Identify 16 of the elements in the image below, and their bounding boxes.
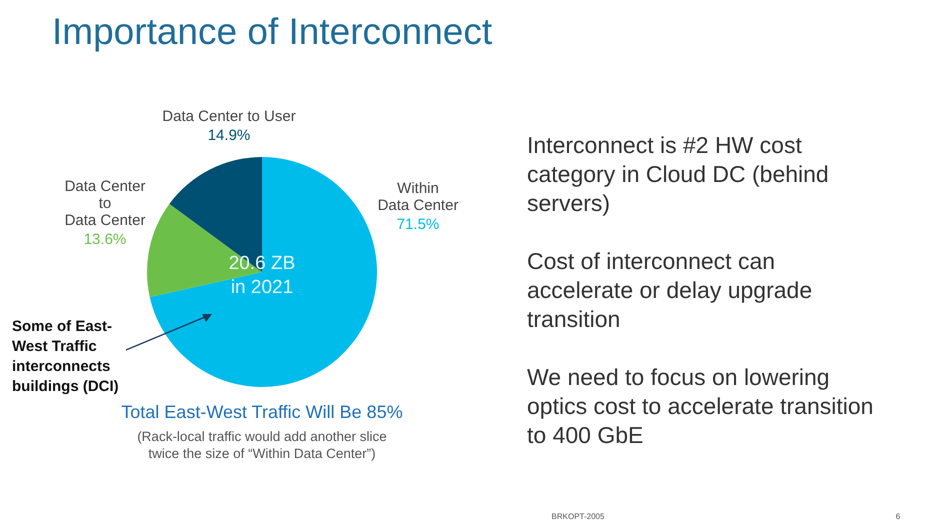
pie-slice (150, 157, 377, 387)
text: 6 (896, 512, 901, 521)
chart-title: Importance of Interconnect (52, 11, 493, 52)
data-label: 71.5% (396, 216, 440, 233)
text: Some of East- West Traffic interconnects buildings (DCI) (12, 318, 119, 395)
text: (Rack-local traffic would add another slice twice the size of “Within Data Center”) (137, 429, 387, 461)
data-label: 13.6% (84, 231, 126, 248)
text: Cost of interconnect can accelerate or delay upgrade transition (527, 248, 812, 332)
text: We need to focus on lowering optics cost to accelerate transition to 400 GbE (527, 364, 874, 448)
text: BRKOPT-2005 (552, 512, 606, 521)
text: Total East-West Traffic Will Be 85% (121, 402, 403, 422)
data-label: 14.9% (208, 127, 250, 144)
text: Interconnect is #2 HW cost category in Cloud DC (behind servers) (527, 132, 829, 216)
slice-label: Data Center to User (162, 108, 296, 125)
slice-label: Within Data Center (378, 180, 458, 214)
slice-label: Data Center to Data Center (64, 178, 146, 229)
